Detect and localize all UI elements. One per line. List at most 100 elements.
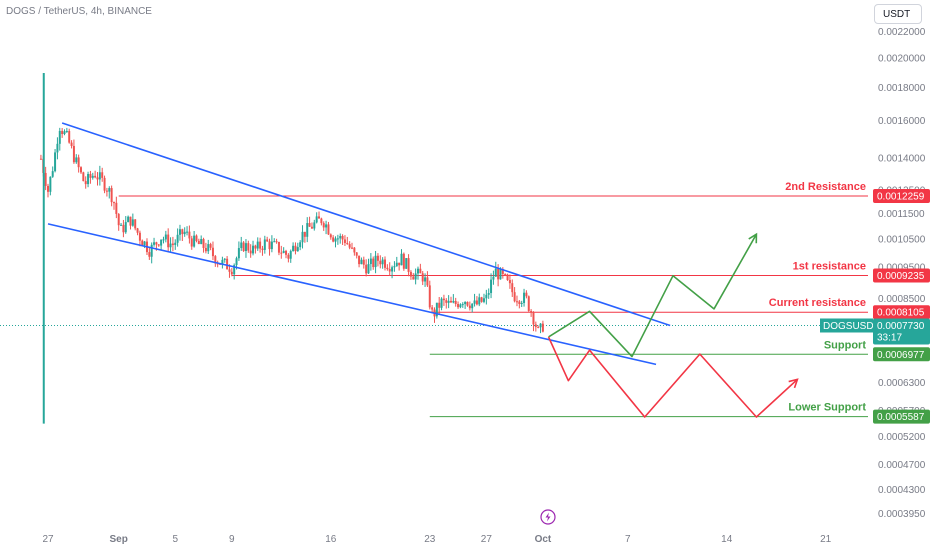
bearish-scenario-path[interactable] xyxy=(547,336,798,418)
candle xyxy=(508,280,511,284)
candle xyxy=(242,242,245,252)
candle xyxy=(148,252,151,257)
candle xyxy=(402,253,405,269)
symbol-tag-text: DOGSUSDT xyxy=(823,321,880,332)
candle xyxy=(221,259,224,265)
level-price-tag xyxy=(873,305,930,320)
candle xyxy=(287,254,290,259)
candle xyxy=(247,243,250,251)
candle xyxy=(54,152,57,172)
level-price-tag xyxy=(873,409,930,424)
candle xyxy=(280,252,283,254)
candle xyxy=(346,242,349,245)
candle xyxy=(527,296,530,311)
candle xyxy=(360,259,363,265)
candle xyxy=(211,247,214,257)
candle xyxy=(266,239,269,242)
candle xyxy=(233,265,236,275)
candle xyxy=(308,223,311,227)
candle xyxy=(296,247,299,252)
candle xyxy=(452,300,455,303)
candle xyxy=(223,258,226,260)
candle xyxy=(428,285,431,308)
candle xyxy=(518,301,521,304)
lightning-event-icon[interactable] xyxy=(540,509,556,525)
candle xyxy=(398,262,401,266)
y-tick-label: 0.0003950 xyxy=(878,509,926,520)
candle xyxy=(282,250,285,253)
candle xyxy=(209,244,212,248)
candle xyxy=(313,222,316,229)
candle xyxy=(530,310,533,313)
candle xyxy=(506,274,509,281)
candle xyxy=(523,292,526,303)
candle xyxy=(343,239,346,243)
level-price-tag xyxy=(873,347,930,362)
candle xyxy=(334,238,337,242)
candle xyxy=(61,130,64,135)
candle xyxy=(379,260,382,265)
candle xyxy=(268,241,271,250)
x-tick-label: 27 xyxy=(42,534,54,545)
candle xyxy=(315,216,318,223)
candle xyxy=(457,303,460,308)
candle xyxy=(162,239,165,241)
candle xyxy=(115,202,118,214)
candle xyxy=(87,173,90,185)
candle xyxy=(445,300,448,303)
y-tick-label: 0.0018000 xyxy=(878,83,926,94)
candle xyxy=(416,268,419,274)
candle xyxy=(120,224,123,226)
candle xyxy=(414,273,417,280)
candle xyxy=(358,255,361,265)
candle xyxy=(466,301,469,306)
candle xyxy=(424,277,427,282)
currency-button[interactable]: USDT xyxy=(874,4,922,24)
candle xyxy=(263,239,266,250)
candle xyxy=(153,242,156,245)
candle xyxy=(82,172,85,182)
candle xyxy=(440,298,443,308)
candle xyxy=(537,326,540,328)
candle xyxy=(49,176,52,192)
candle xyxy=(487,293,490,295)
candle xyxy=(482,298,485,302)
candle xyxy=(393,266,396,268)
candle xyxy=(327,224,330,235)
candle xyxy=(355,252,358,256)
candle xyxy=(117,213,120,226)
bullish-scenario-path[interactable] xyxy=(548,233,758,358)
level-label: 1st resistance xyxy=(793,261,866,273)
candle xyxy=(494,268,497,277)
candle xyxy=(176,234,179,243)
y-tick-label: 0.0014000 xyxy=(878,154,926,165)
candle xyxy=(270,241,273,250)
candle xyxy=(485,294,488,299)
candle xyxy=(351,247,354,249)
candle xyxy=(202,239,205,248)
candle xyxy=(98,172,101,180)
candle xyxy=(372,258,375,268)
candle xyxy=(44,172,47,186)
candle xyxy=(480,297,483,302)
channel-upper-line[interactable] xyxy=(61,122,671,327)
candle xyxy=(207,244,210,252)
x-tick-label: 9 xyxy=(229,534,235,545)
candle xyxy=(353,247,356,253)
x-tick-label: 23 xyxy=(424,534,436,545)
candle xyxy=(438,302,441,308)
candle xyxy=(193,235,196,247)
candle xyxy=(171,243,174,245)
bullish-arrowhead xyxy=(748,232,758,244)
candle xyxy=(478,297,481,305)
candle xyxy=(58,130,61,144)
candle xyxy=(183,231,186,235)
y-tick-label: 0.0020000 xyxy=(878,54,926,65)
candle xyxy=(178,229,181,235)
candle xyxy=(431,307,434,310)
channel-lower-line[interactable] xyxy=(47,223,657,366)
candle xyxy=(388,269,391,272)
chart-title: DOGS / TetherUS, 4h, BINANCE xyxy=(6,6,152,17)
candle xyxy=(127,216,130,223)
